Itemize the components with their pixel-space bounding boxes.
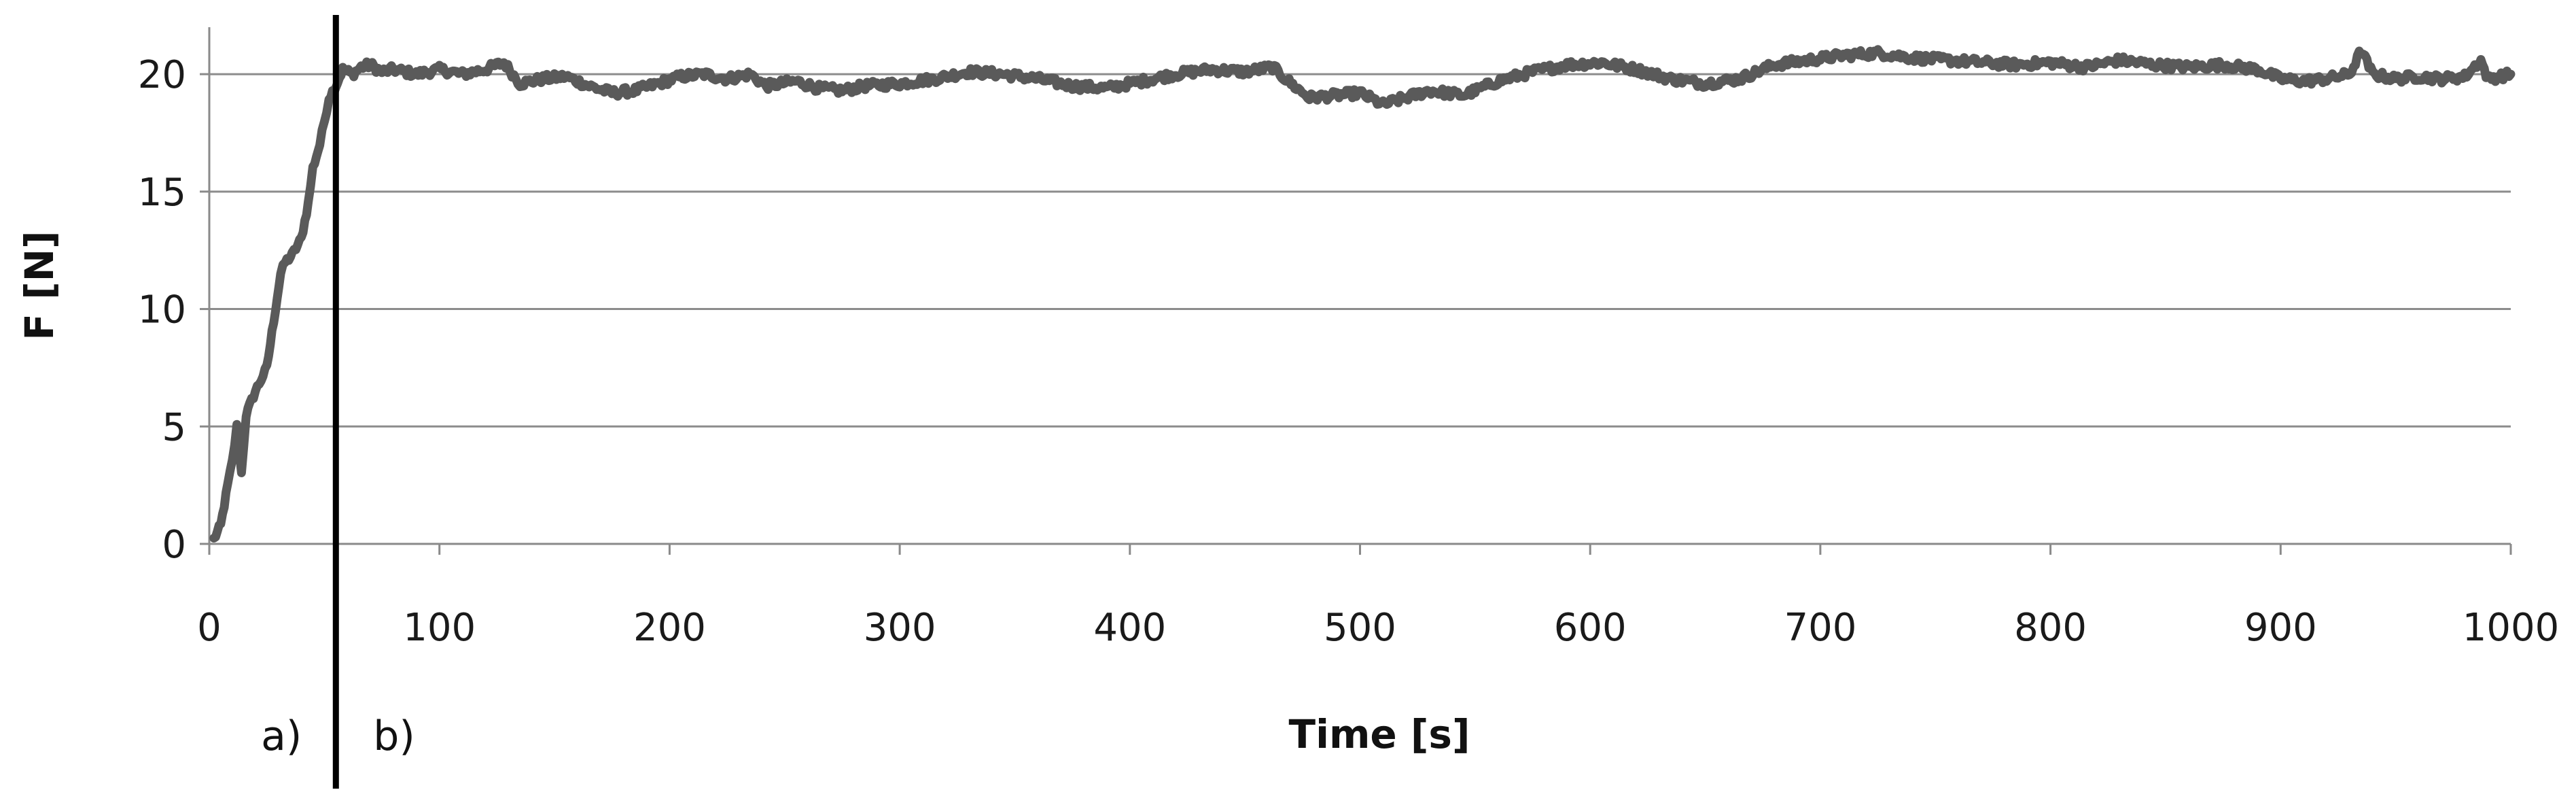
x-tick-label: 400 bbox=[1093, 606, 1166, 650]
x-tick-label: 900 bbox=[2244, 606, 2317, 650]
x-axis-ticks: 0 100 200 300 400 500 600 700 800 900 1000 bbox=[197, 544, 2559, 650]
horizontal-gridlines bbox=[209, 73, 2511, 428]
x-tick-label: 1000 bbox=[2463, 606, 2560, 650]
y-tick-label: 0 bbox=[162, 523, 186, 567]
x-tick-label: 700 bbox=[1784, 606, 1856, 650]
x-tick-label: 500 bbox=[1324, 606, 1396, 650]
y-axis-ticks: 0 5 10 15 20 bbox=[138, 53, 209, 567]
y-tick-label: 15 bbox=[138, 171, 186, 215]
x-tick-label: 600 bbox=[1554, 606, 1627, 650]
axes bbox=[208, 27, 2511, 545]
x-tick-label: 200 bbox=[633, 606, 706, 650]
phase-b-label: b) bbox=[373, 712, 415, 760]
series-line-force bbox=[209, 45, 2516, 543]
x-tick-label: 100 bbox=[403, 606, 476, 650]
x-tick-label: 800 bbox=[2014, 606, 2087, 650]
phase-a-label: a) bbox=[261, 712, 302, 760]
y-tick-label: 5 bbox=[162, 405, 186, 449]
y-tick-label: 10 bbox=[138, 288, 186, 332]
y-axis-title: F [N] bbox=[16, 230, 63, 340]
series-layer bbox=[209, 45, 2516, 543]
x-tick-label: 0 bbox=[197, 606, 222, 650]
x-axis-title: Time [s] bbox=[1289, 711, 1470, 757]
x-tick-label: 300 bbox=[864, 606, 936, 650]
y-tick-label: 20 bbox=[138, 53, 186, 97]
